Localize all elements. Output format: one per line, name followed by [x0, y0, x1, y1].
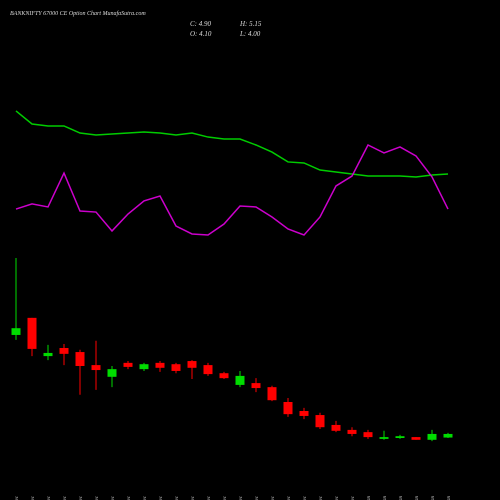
x-tick-label: 01 Jan: [367, 496, 372, 500]
x-tick-label: 04 Dec: [63, 495, 68, 500]
candle-body: [187, 361, 197, 368]
x-tick-label: 08 Jan: [447, 496, 452, 500]
x-tick-label: 18 Dec: [223, 495, 228, 500]
x-tick-label: 27 Dec: [319, 495, 324, 500]
x-tick-label: 01 Dec: [15, 495, 20, 500]
candle-body: [363, 432, 373, 438]
candle-body: [43, 352, 53, 357]
x-tick-label: 02 Dec: [31, 495, 36, 500]
x-tick-label: 06 Jan: [415, 496, 420, 500]
indicator-line: [15, 110, 449, 178]
x-tick-label: 09 Dec: [111, 495, 116, 500]
chart-title: BANKNIFTY 67000 CE Option Chart MunafaSu…: [10, 10, 146, 17]
x-tick-label: 13 Dec: [175, 495, 180, 500]
x-tick-label: 23 Dec: [271, 495, 276, 500]
x-tick-label: 10 Dec: [127, 495, 132, 500]
x-tick-label: 30 Dec: [335, 495, 340, 500]
candle-body: [219, 373, 229, 379]
candle-body: [11, 328, 21, 335]
ohlc-low: L: 4.00: [239, 30, 261, 38]
candle-body: [27, 317, 37, 349]
x-tick-label: 03 Jan: [399, 496, 404, 500]
candle-body: [75, 352, 85, 366]
x-tick-label: 02 Jan: [383, 496, 388, 500]
ohlc-open: O: 4.10: [190, 30, 212, 38]
candle-body: [251, 383, 261, 389]
candle-body: [427, 433, 437, 440]
x-tick-label: 20 Dec: [255, 495, 260, 500]
x-tick-label: 17 Dec: [207, 495, 212, 500]
x-tick-label: 19 Dec: [239, 495, 244, 500]
x-tick-label: 07 Jan: [431, 496, 436, 500]
candle-body: [267, 387, 277, 401]
candle-body: [235, 375, 245, 385]
candle-body: [171, 364, 181, 371]
candle-body: [299, 411, 309, 416]
x-tick-label: 06 Dec: [95, 495, 100, 500]
candle-body: [107, 369, 117, 377]
candle-body: [139, 364, 149, 370]
candle-body: [315, 415, 325, 428]
x-tick-label: 11 Dec: [143, 495, 148, 500]
x-tick-label: 24 Dec: [287, 495, 292, 500]
x-tick-label: 05 Dec: [79, 495, 84, 500]
candle-body: [123, 362, 133, 367]
x-tick-label: 03 Dec: [47, 495, 52, 500]
ohlc-close: C: 4.90: [190, 20, 212, 28]
candle-body: [155, 362, 165, 368]
ohlc-high: H: 5.15: [239, 20, 262, 28]
candle-body: [283, 402, 293, 415]
candle-body: [395, 436, 405, 438]
candle-body: [91, 365, 101, 371]
candle-body: [203, 365, 213, 375]
candle-body: [443, 433, 453, 438]
candle-body: [59, 348, 69, 354]
candle-body: [331, 424, 341, 431]
x-tick-label: 16 Dec: [191, 495, 196, 500]
indicator-line: [15, 143, 449, 236]
x-tick-label: 31 Dec: [351, 495, 356, 500]
candle-body: [411, 437, 421, 440]
x-tick-label: 12 Dec: [159, 495, 164, 500]
x-tick-label: 26 Dec: [303, 495, 308, 500]
candle-body: [347, 429, 357, 434]
candle-body: [379, 437, 389, 439]
